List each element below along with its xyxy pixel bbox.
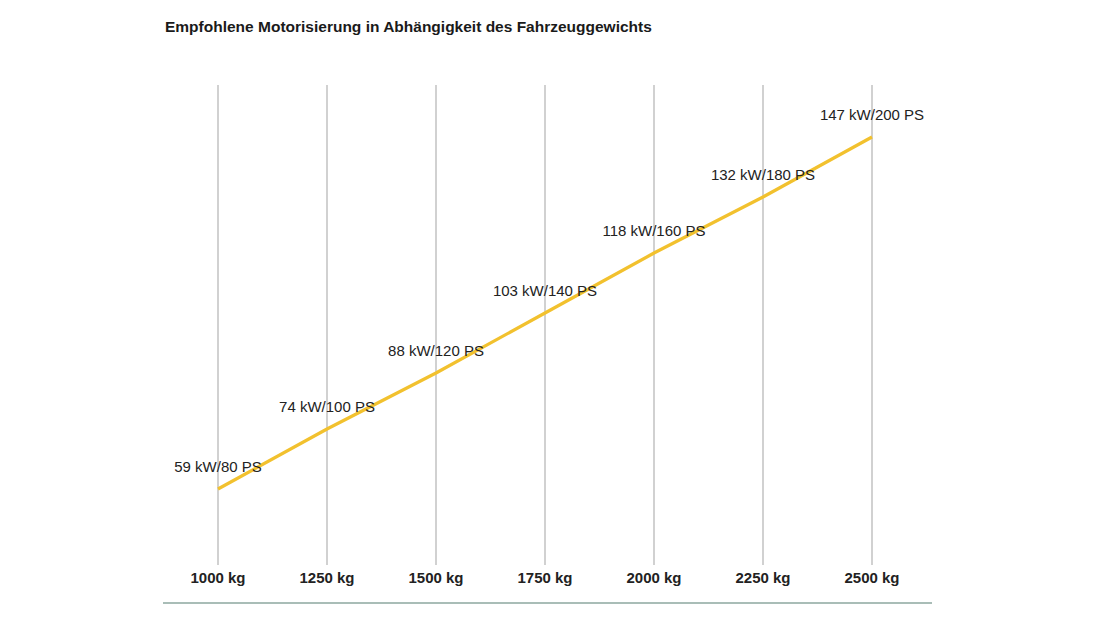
data-label: 103 kW/140 PS	[493, 282, 597, 299]
x-tick-label: 2500 kg	[844, 569, 899, 586]
line	[218, 137, 872, 489]
plot-area	[218, 137, 872, 489]
data-label: 74 kW/100 PS	[279, 398, 375, 415]
x-tick-label: 2250 kg	[735, 569, 790, 586]
data-label: 88 kW/120 PS	[388, 342, 484, 359]
grid-line	[435, 85, 436, 565]
x-tick-label: 1000 kg	[190, 569, 245, 586]
x-tick-label: 1250 kg	[299, 569, 354, 586]
grid	[218, 85, 872, 565]
title: Empfohlene Motorisierung in Abhängigkeit…	[165, 18, 652, 35]
grid-line	[762, 85, 763, 565]
data-label: 59 kW/80 PS	[174, 458, 262, 475]
x-tick-label: 2000 kg	[626, 569, 681, 586]
grid-line	[326, 85, 327, 565]
data-label: 132 kW/180 PS	[711, 166, 815, 183]
baseline	[163, 602, 932, 604]
x-tick-label: 1750 kg	[517, 569, 572, 586]
grid-line	[871, 85, 872, 565]
x-tick-label: 1500 kg	[408, 569, 463, 586]
grid-line	[653, 85, 654, 565]
grid-line	[544, 85, 545, 565]
chart: Empfohlene Motorisierung in Abhängigkeit…	[0, 0, 1100, 619]
data-label: 118 kW/160 PS	[602, 222, 705, 239]
grid-line	[217, 85, 218, 565]
data-label: 147 kW/200 PS	[820, 106, 924, 123]
